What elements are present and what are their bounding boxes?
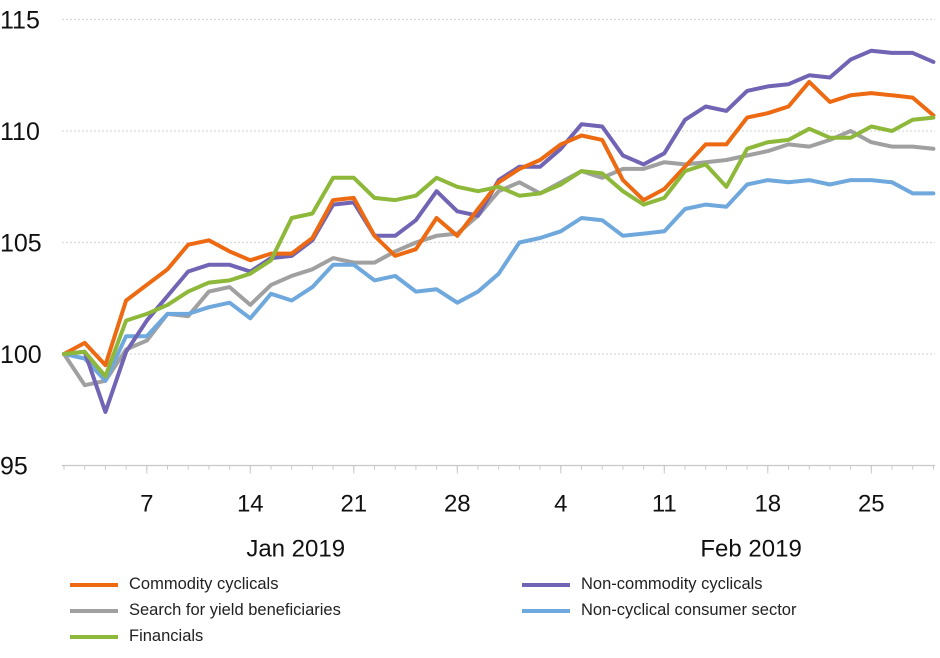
legend-swatch: [70, 582, 118, 587]
y-axis: 95 100 105 110 115: [0, 7, 42, 481]
legend-label: Commodity cyclicals: [129, 575, 279, 593]
legend-item-financials: Financials: [70, 627, 203, 646]
legend-swatch: [522, 608, 570, 613]
x-tick-label: 11: [652, 491, 677, 518]
y-tick-label: 115: [0, 7, 40, 35]
legend-swatch: [522, 582, 570, 587]
legend-item-search-for-yield: Search for yield beneficiaries: [70, 601, 341, 620]
legend-item-commodity-cyclicals: Commodity cyclicals: [70, 575, 278, 594]
x-tick-label: 28: [444, 491, 471, 518]
x-axis: 7 14 21 28 4 11 18 25 Jan 2019 Feb 2019: [62, 464, 935, 561]
legend-item-non-commodity-cyclicals: Non-commodity cyclicals: [522, 575, 763, 594]
series-lines: [62, 48, 936, 414]
legend-swatch: [70, 634, 118, 639]
line-chart: 95 100 105 110 115 7 14 21 28 4 11 18 25 Jan 2019 Feb…: [0, 7, 936, 561]
month-label: Feb 2019: [700, 536, 801, 561]
x-tick-label: 21: [340, 491, 367, 518]
legend-label: Financials: [129, 627, 204, 645]
y-tick-label: 110: [0, 118, 40, 146]
series-line-search-for-yield-beneficiaries: [62, 129, 936, 388]
month-label: Jan 2019: [246, 536, 345, 561]
series-line-non-cyclical-consumer-sector: [62, 178, 936, 383]
legend-label: Non-cyclical consumer sector: [581, 601, 797, 619]
x-tick-label: 4: [554, 491, 567, 518]
series-line-financials: [62, 115, 936, 379]
x-tick-label: 14: [237, 491, 264, 518]
legend-item-non-cyclical-consumer: Non-cyclical consumer sector: [522, 601, 796, 620]
series-line-commodity-cyclicals: [62, 79, 936, 368]
y-tick-label: 105: [0, 230, 42, 258]
x-tick-label: 25: [858, 491, 885, 518]
legend-label: Search for yield beneficiaries: [129, 601, 341, 619]
y-tick-label: 95: [0, 453, 28, 481]
legend-swatch: [70, 608, 118, 613]
series-line-non-commodity-cyclicals: [62, 48, 936, 414]
legend-label: Non-commodity cyclicals: [581, 575, 763, 593]
x-tick-label: 7: [140, 491, 153, 518]
y-tick-label: 100: [0, 341, 42, 369]
x-tick-label: 18: [754, 491, 781, 518]
